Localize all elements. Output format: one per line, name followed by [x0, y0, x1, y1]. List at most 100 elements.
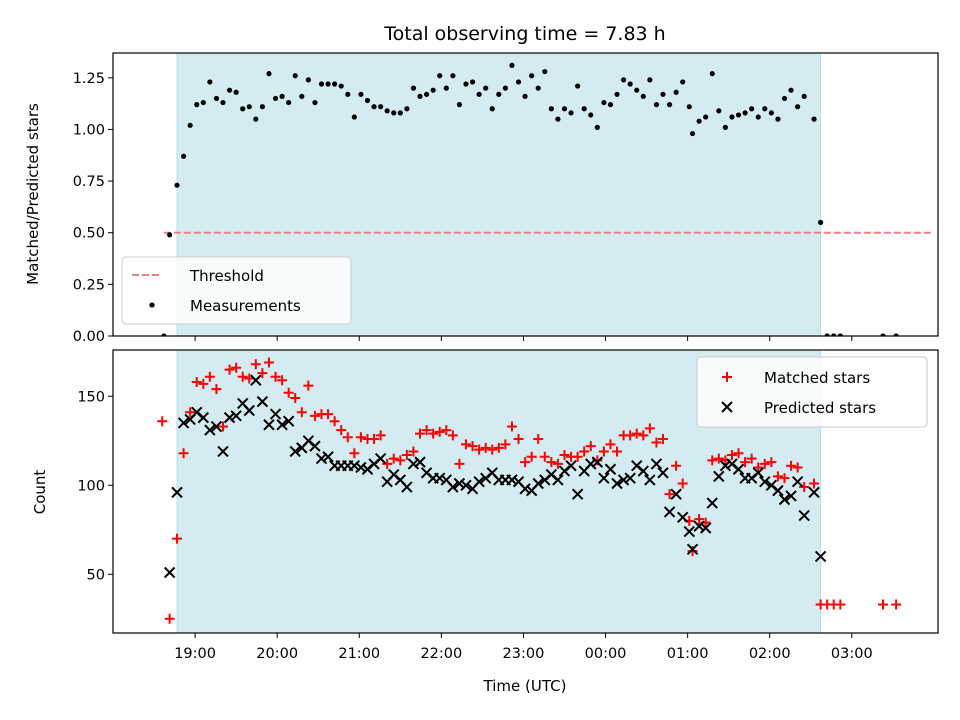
data-point [811, 116, 817, 122]
data-point [581, 106, 587, 112]
data-point [733, 448, 744, 459]
data-point [513, 433, 524, 444]
data-point [204, 371, 215, 382]
legend-predicted-swatch [721, 401, 733, 413]
legend[interactable]: Threshold Measurements [121, 256, 352, 325]
data-point [371, 104, 377, 110]
data-point [788, 87, 794, 93]
legend[interactable]: Matched stars Predicted stars [696, 356, 928, 428]
data-point [535, 85, 541, 91]
data-point [213, 95, 220, 102]
data-point [502, 85, 508, 91]
data-point [467, 441, 478, 452]
data-point [746, 453, 757, 464]
data-point [434, 472, 446, 484]
data-point [666, 102, 673, 108]
data-point [397, 110, 403, 116]
data-point [309, 410, 320, 421]
data-point [775, 116, 781, 122]
data-point [585, 458, 597, 470]
data-point [791, 476, 804, 488]
data-point [625, 430, 636, 441]
y-tick-label: 0.25 [73, 277, 105, 293]
data-point [303, 380, 314, 391]
data-point [670, 488, 682, 500]
data-point [322, 451, 334, 463]
data-point [443, 85, 449, 91]
data-point [289, 445, 301, 458]
x-tick-label: 21:00 [338, 646, 380, 662]
data-point [520, 457, 531, 468]
data-point [601, 99, 607, 106]
data-point [634, 87, 640, 93]
data-point [230, 410, 242, 422]
data-point [729, 114, 735, 120]
data-point [157, 416, 168, 427]
data-point [375, 430, 386, 441]
data-point [283, 387, 294, 398]
data-point [338, 83, 344, 89]
data-point [795, 104, 801, 110]
data-point [257, 368, 268, 379]
axes-frame [112, 52, 939, 337]
data-point [460, 479, 472, 491]
data-point [178, 448, 189, 459]
data-point [473, 476, 485, 488]
data-point [677, 478, 688, 489]
data-point [489, 106, 495, 112]
data-point [177, 417, 190, 429]
data-point [818, 219, 824, 225]
data-point [256, 395, 269, 408]
data-point [713, 453, 724, 464]
data-point [226, 87, 233, 93]
x-tick-label: 00:00 [585, 646, 627, 662]
legend-measurements-swatch [149, 302, 155, 308]
data-point [454, 458, 465, 469]
data-point [740, 457, 751, 468]
data-point [752, 467, 764, 479]
data-point [657, 467, 669, 479]
data-point [480, 442, 491, 453]
data-point [735, 112, 742, 118]
data-point [766, 457, 777, 468]
data-point [401, 481, 413, 493]
x-tick-label: 02:00 [749, 646, 791, 662]
data-point [706, 497, 718, 509]
legend-box [121, 256, 352, 325]
data-point [430, 87, 436, 93]
data-point [699, 522, 712, 534]
data-point [172, 533, 183, 544]
data-point [559, 450, 570, 461]
data-point [726, 450, 737, 461]
data-point [211, 384, 222, 395]
data-point [568, 110, 574, 116]
data-point [548, 106, 554, 112]
data-point [309, 440, 321, 452]
data-point [506, 421, 517, 432]
data-point [299, 93, 305, 99]
y-tick-label: 0.50 [73, 226, 105, 242]
data-point [676, 511, 689, 524]
data-point [647, 77, 653, 83]
data-point [233, 89, 239, 95]
data-point [809, 478, 820, 489]
data-point [194, 102, 200, 108]
data-point [282, 415, 295, 427]
data-point [591, 456, 604, 468]
data-point [204, 424, 216, 436]
data-point [450, 73, 456, 79]
data-point [598, 472, 610, 484]
data-point [244, 373, 255, 384]
data-point [218, 421, 228, 432]
data-point [673, 89, 679, 95]
legend-measurements-label: Measurements [190, 297, 301, 315]
data-point [687, 546, 698, 557]
y-tick-label: 100 [77, 478, 105, 494]
data-point [707, 455, 718, 466]
data-point [778, 493, 791, 506]
data-point [824, 333, 830, 336]
data-point [772, 484, 784, 497]
data-point [243, 404, 255, 417]
data-point [315, 452, 328, 465]
data-point [453, 477, 466, 490]
